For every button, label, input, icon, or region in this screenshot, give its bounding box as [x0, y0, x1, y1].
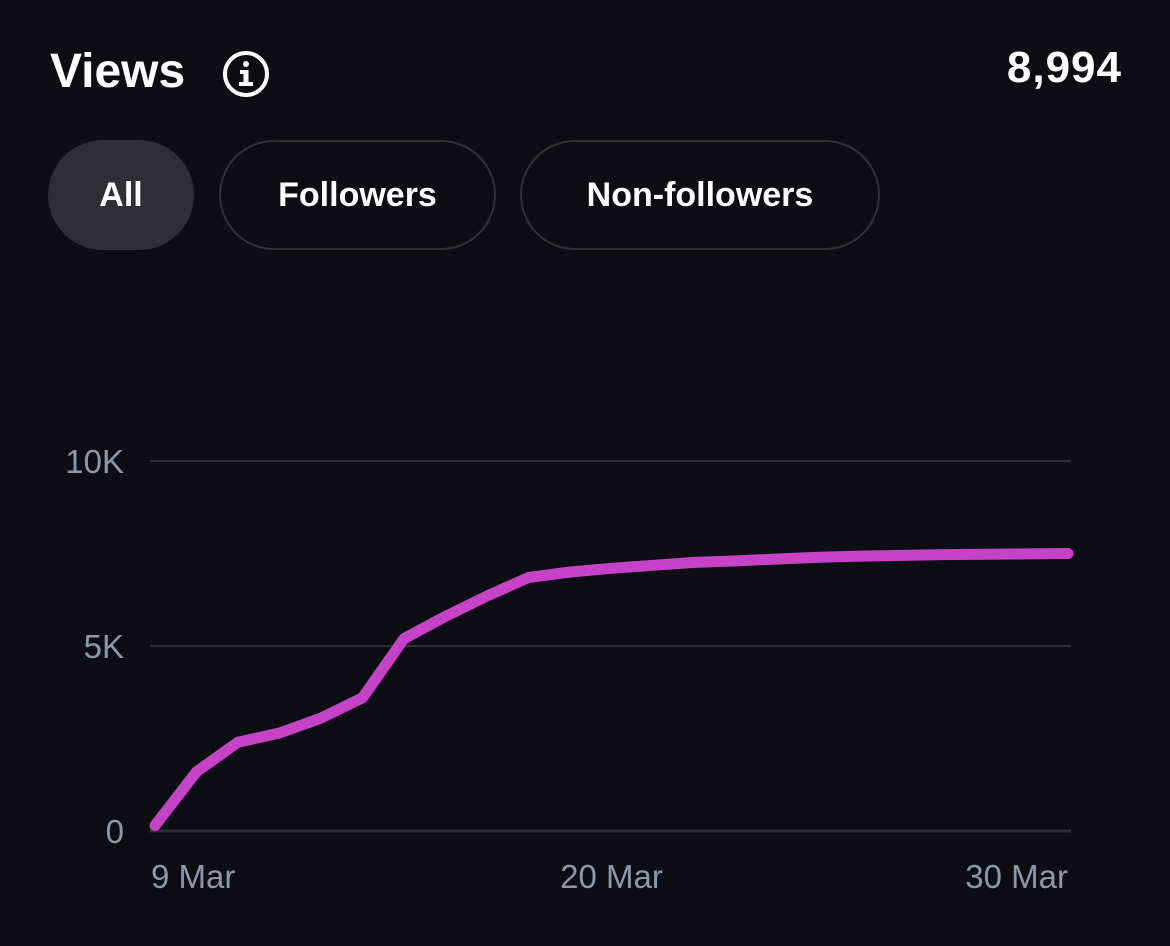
- x-tick-label: 9 Mar: [151, 858, 235, 895]
- info-icon[interactable]: [222, 50, 270, 98]
- x-tick-label: 20 Mar: [560, 858, 663, 895]
- tab-all[interactable]: All: [48, 140, 194, 250]
- tab-followers[interactable]: Followers: [219, 140, 496, 250]
- series-line-views: [149, 548, 1074, 831]
- page-title: Views: [50, 45, 186, 98]
- views-total: 8,994: [1006, 43, 1122, 92]
- x-tick-label: 30 Mar: [965, 858, 1068, 895]
- grid-lines: [150, 460, 1071, 833]
- y-tick-label: 5K: [84, 628, 124, 665]
- views-header: Views 8,994: [50, 38, 1122, 108]
- y-tick-label: 10K: [65, 443, 124, 480]
- y-axis-ticks: 0 5K 10K: [65, 443, 124, 850]
- tab-non-followers[interactable]: Non-followers: [520, 140, 880, 250]
- y-tick-label: 0: [106, 813, 124, 850]
- x-axis-ticks: 9 Mar 20 Mar 30 Mar: [151, 858, 1068, 895]
- series-layer: [149, 548, 1074, 831]
